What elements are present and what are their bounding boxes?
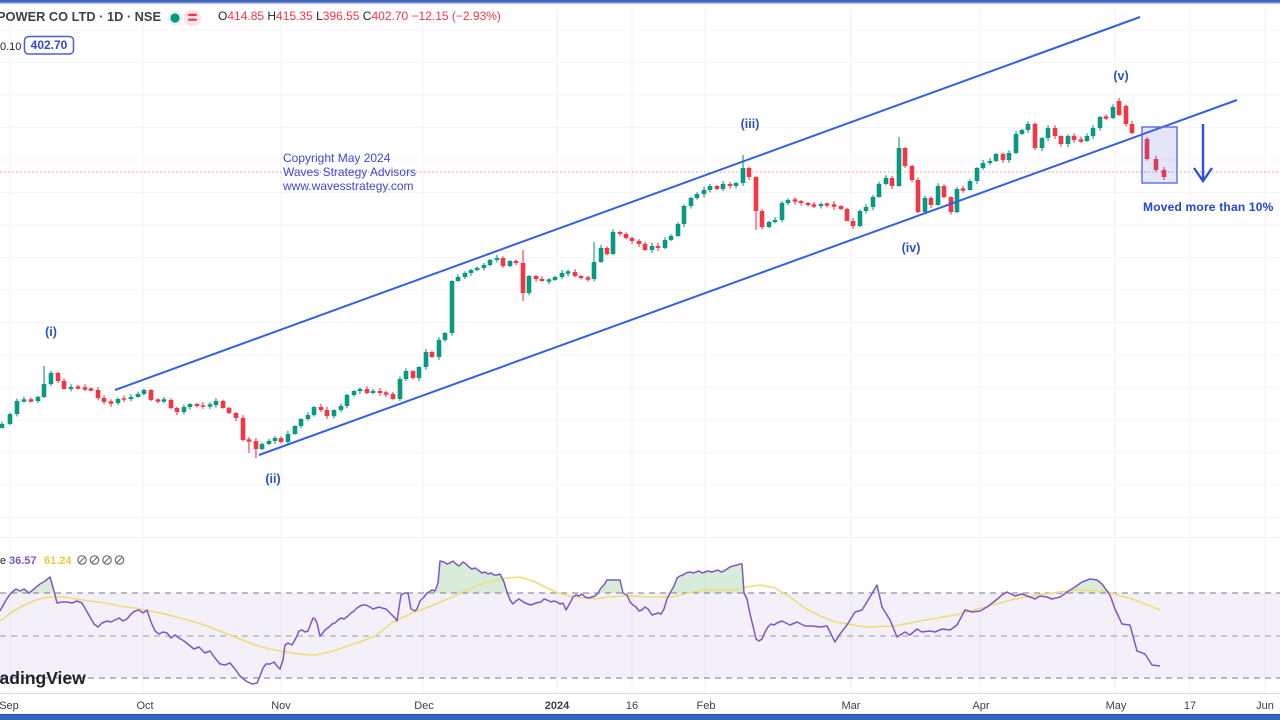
svg-text:17: 17	[1184, 700, 1196, 712]
svg-text:Feb: Feb	[697, 700, 716, 712]
svg-text:O414.85 H415.35 L396.55 C40: O414.85 H415.35 L396.55 C402.70 −12.15 (…	[218, 9, 501, 23]
svg-text:(v): (v)	[1113, 69, 1128, 83]
svg-text:(i): (i)	[45, 325, 57, 339]
svg-text:www.wavesstrategy.com: www.wavesstrategy.com	[282, 179, 413, 193]
svg-text:POWER CO LTD · 1D · NSE: POWER CO LTD · 1D · NSE	[0, 9, 161, 24]
svg-text:Dec: Dec	[414, 700, 434, 712]
svg-text:TradingView: TradingView	[0, 668, 86, 688]
svg-text:May: May	[1106, 700, 1127, 712]
svg-text:(iii): (iii)	[741, 117, 760, 131]
svg-text:Oct: Oct	[136, 700, 153, 712]
svg-text:Mar: Mar	[842, 700, 861, 712]
svg-text:0.10: 0.10	[0, 41, 21, 53]
svg-text:Nov: Nov	[271, 700, 291, 712]
svg-text:402.70: 402.70	[31, 38, 68, 52]
svg-text:Moved more than 10%: Moved more than 10%	[1143, 200, 1274, 214]
svg-text:e: e	[0, 555, 6, 567]
svg-text:(ii): (ii)	[265, 472, 280, 486]
svg-text:36.57: 36.57	[9, 555, 37, 567]
svg-text:Apr: Apr	[972, 700, 989, 712]
svg-text:Waves Strategy Advisors: Waves Strategy Advisors	[283, 165, 416, 179]
svg-text:2024: 2024	[545, 700, 570, 712]
svg-text:Copyright May 2024: Copyright May 2024	[283, 151, 391, 165]
svg-text:16: 16	[626, 700, 638, 712]
svg-text:61.24: 61.24	[44, 555, 72, 567]
svg-text:Sep: Sep	[0, 700, 19, 712]
svg-text:Jun: Jun	[1256, 700, 1274, 712]
svg-text:(iv): (iv)	[902, 241, 921, 255]
